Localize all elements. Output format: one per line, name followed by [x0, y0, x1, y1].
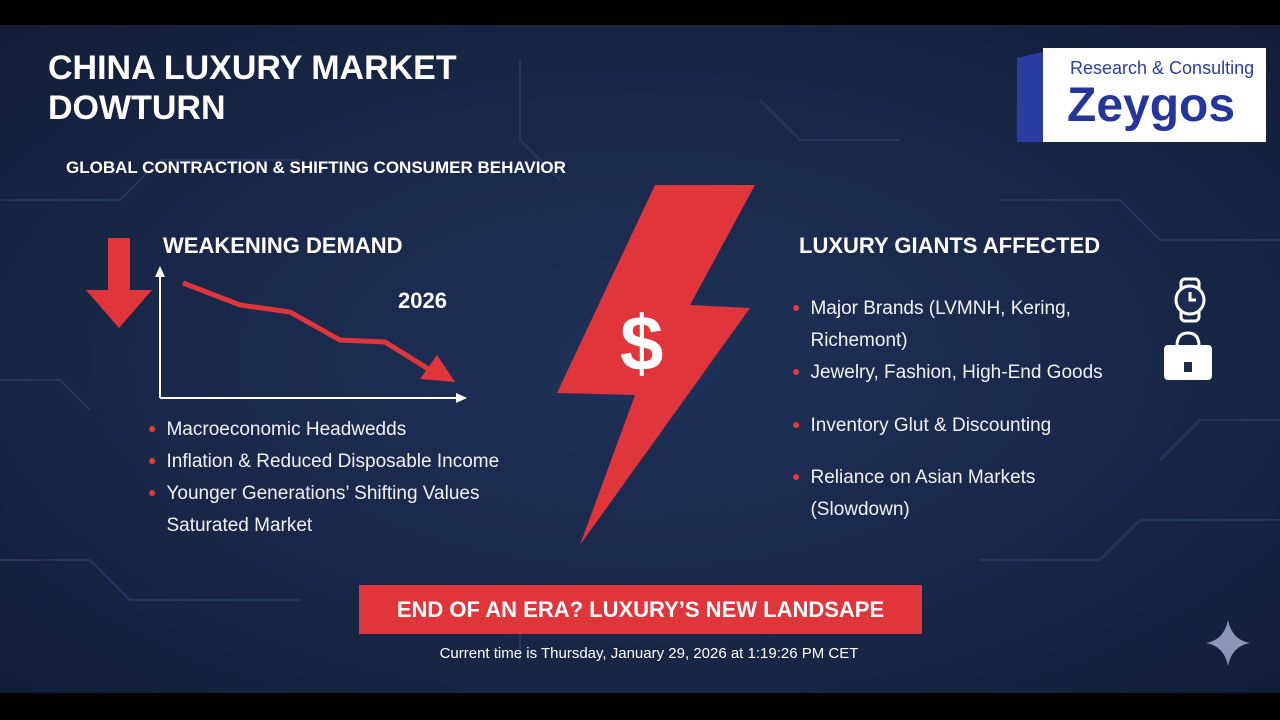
bullet-line: ●(Slowdown): [792, 493, 1103, 525]
bullet-line: ●Saturated Market: [148, 509, 499, 541]
bullet-list: ●Major Brands (LVMNH, Kering,●Richemont)…: [792, 292, 1103, 525]
bullet-line: ● Inventory Glut & Discounting: [792, 409, 1103, 441]
bullet-dot: ●: [792, 468, 801, 484]
bullet-text: Major Brands (LVMNH, Kering,: [810, 298, 1071, 319]
bullet-line: ● Inflation & Reduced Disposable Income: [148, 445, 499, 477]
footer-time: Current time is Thursday, January 29, 20…: [439, 645, 859, 662]
trend-line: [182, 280, 432, 373]
section-heading: WEAKENING DEMAND: [163, 233, 403, 258]
bullet-text: Inventory Glut & Discounting: [810, 415, 1052, 436]
trend-arrowhead: [420, 355, 455, 382]
title-line: CHINA LUXURY MARKET: [48, 49, 457, 87]
logo-name: Zeygos: [1067, 79, 1236, 132]
bullet-dot: ●: [792, 416, 801, 432]
bullet-text: Reliance on Asian Markets: [810, 467, 1036, 488]
bullet-dot: ●: [148, 452, 157, 468]
bullet-dot: ●: [148, 484, 157, 500]
chart-axes: [155, 266, 467, 403]
sparkle: [1206, 620, 1250, 666]
bullet-line: ● Reliance on Asian Markets: [792, 461, 1103, 493]
bullet-item: ● Major Brands (LVMNH, Kering, ●Richemont): [792, 292, 1103, 356]
bullet-item: ● Macroeconomic Headwedds: [148, 413, 499, 445]
bullet-line: ●Richemont): [792, 324, 1103, 356]
banner: END OF AN ERA? LUXURY’S NEW LANDSAPE: [359, 585, 922, 634]
bullet-item: ● Inventory Glut & Discounting: [792, 409, 1103, 441]
section-heading: LUXURY GIANTS AFFECTED: [799, 233, 1101, 258]
bullet-text: Younger Generations’ Shifting Values: [166, 483, 480, 504]
watch-icon: [1174, 277, 1206, 323]
bullet-text: Macroeconomic Headwedds: [166, 419, 407, 440]
bullet-dot: ●: [148, 420, 157, 436]
bullet-line: ● Jewelry, Fashion, High-End Goods: [792, 356, 1103, 388]
bullet-list: ● Macroeconomic Headwedds ● Inflation & Red…: [148, 413, 499, 541]
bullet-text: Jewelry, Fashion, High-End Goods: [810, 362, 1103, 383]
bullet-line: ● Macroeconomic Headwedds: [148, 413, 499, 445]
bullet-text: Richemont): [810, 330, 908, 351]
title: CHINA LUXURY MARKET DOWTURN: [48, 48, 457, 128]
bullet-text: (Slowdown): [810, 499, 910, 520]
dollar-symbol: $: [620, 299, 664, 387]
bullet-line: ● Major Brands (LVMNH, Kering,: [792, 292, 1103, 324]
circuit-pattern: [0, 60, 1280, 660]
bullet-item: ● Inflation & Reduced Disposable Income: [148, 445, 499, 477]
bullet-dot: ●: [792, 363, 801, 379]
bullet-item: ● Jewelry, Fashion, High-End Goods: [792, 356, 1103, 388]
bullet-line: ● Younger Generations’ Shifting Values: [148, 477, 499, 509]
subtitle: GLOBAL CONTRACTION & SHIFTING CONSUMER B…: [66, 158, 566, 177]
logo: Research & Consulting Zeygos: [1043, 48, 1266, 142]
bullet-text: Inflation & Reduced Disposable Income: [166, 451, 500, 472]
bullet-text: Saturated Market: [166, 515, 313, 536]
year-label: 2026: [398, 288, 447, 313]
bag-icon: [1164, 331, 1212, 380]
bullet-item: ● Reliance on Asian Markets ●(Slowdown): [792, 461, 1103, 525]
lightning-bolt: [557, 185, 755, 545]
title-line: DOWTURN: [48, 89, 226, 127]
down-arrow: [86, 238, 152, 328]
bullet-dot: ●: [792, 299, 801, 315]
logo-tagline: Research & Consulting: [1070, 58, 1255, 78]
bullet-item: ● Younger Generations’ Shifting Values ●Sa…: [148, 477, 499, 541]
